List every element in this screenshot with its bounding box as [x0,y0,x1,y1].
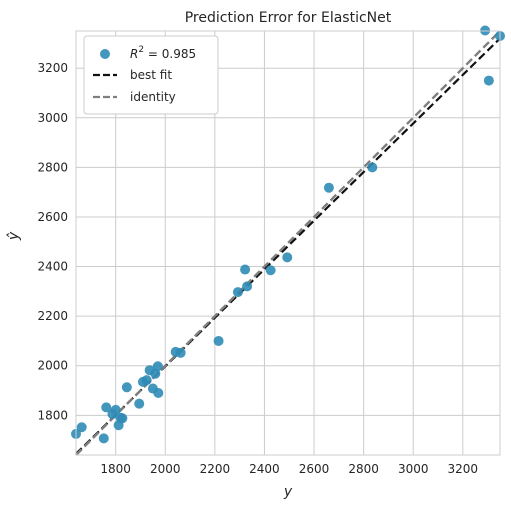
legend-r2-entry: R2 = 0.985 [130,45,196,61]
data-point [134,398,145,409]
plot-frame [75,30,501,456]
legend-r2-symbol: R [130,47,138,61]
y-tick-labels: 1800 2000 2200 2400 2600 2800 3000 3200 [37,61,68,422]
legend-r2-value: = 0.985 [144,47,196,61]
x-tick-label: 2200 [200,462,231,476]
y-tick-label: 2000 [37,359,68,373]
data-point [367,162,378,173]
x-tick-labels: 1800 2000 2200 2400 2600 2800 3000 3200 [100,462,478,476]
legend-box [83,35,219,115]
legend-r2-superscript: 2 [138,45,144,55]
data-point [323,182,334,193]
x-tick-label: 2600 [299,462,330,476]
x-axis-label: y [283,484,293,500]
legend: R2 = 0.985 best fit identity [83,35,219,115]
y-tick-label: 2600 [37,210,68,224]
legend-identity-label: identity [130,90,176,104]
chart-title: Prediction Error for ElasticNet [185,10,392,26]
data-point [121,382,132,393]
data-point [282,252,293,263]
x-tick-label: 2800 [348,462,379,476]
x-tick-label: 3200 [448,462,479,476]
data-points [71,25,505,444]
data-point [175,347,186,358]
legend-best-fit-label: best fit [130,68,172,82]
x-tick-label: 3000 [398,462,429,476]
x-tick-label: 1800 [100,462,131,476]
legend-point-marker [100,49,110,59]
data-point [110,404,121,415]
x-tick-label: 2400 [249,462,280,476]
data-point [101,402,112,413]
y-tick-label: 2400 [37,260,68,274]
x-tick-label: 2000 [150,462,181,476]
data-point [76,422,87,433]
data-point [98,433,109,444]
data-point [240,264,251,275]
y-tick-label: 2800 [37,160,68,174]
y-tick-label: 3000 [37,111,68,125]
data-point [483,75,494,86]
data-point [232,287,243,298]
data-point [152,361,163,372]
data-point [242,281,253,292]
y-tick-label: 2200 [37,309,68,323]
y-tick-label: 3200 [37,61,68,75]
data-point [117,413,128,424]
y-tick-label: 1800 [37,408,68,422]
data-point [213,335,224,346]
data-point [265,265,276,276]
data-point [153,388,164,399]
data-point [141,375,152,386]
y-axis-label: ŷ [6,231,22,241]
